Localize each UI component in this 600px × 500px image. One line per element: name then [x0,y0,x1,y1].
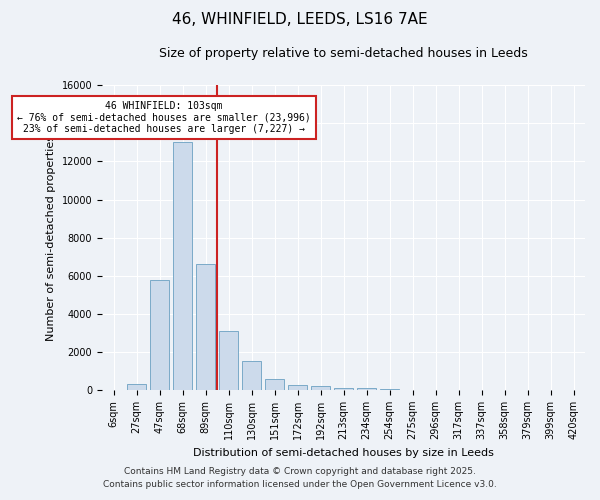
Bar [150,280,169,390]
Bar [127,384,146,390]
Bar [219,331,238,390]
X-axis label: Distribution of semi-detached houses by size in Leeds: Distribution of semi-detached houses by … [193,448,494,458]
Bar [242,362,262,390]
Bar [311,386,331,390]
Bar [173,142,193,390]
Bar [357,388,376,390]
Bar [288,385,307,390]
Bar [196,264,215,390]
Text: 46 WHINFIELD: 103sqm
← 76% of semi-detached houses are smaller (23,996)
23% of s: 46 WHINFIELD: 103sqm ← 76% of semi-detac… [17,100,311,134]
Text: Contains HM Land Registry data © Crown copyright and database right 2025.
Contai: Contains HM Land Registry data © Crown c… [103,468,497,489]
Text: 46, WHINFIELD, LEEDS, LS16 7AE: 46, WHINFIELD, LEEDS, LS16 7AE [172,12,428,28]
Y-axis label: Number of semi-detached properties: Number of semi-detached properties [46,134,56,340]
Bar [265,378,284,390]
Title: Size of property relative to semi-detached houses in Leeds: Size of property relative to semi-detach… [159,48,528,60]
Bar [380,389,400,390]
Bar [334,388,353,390]
